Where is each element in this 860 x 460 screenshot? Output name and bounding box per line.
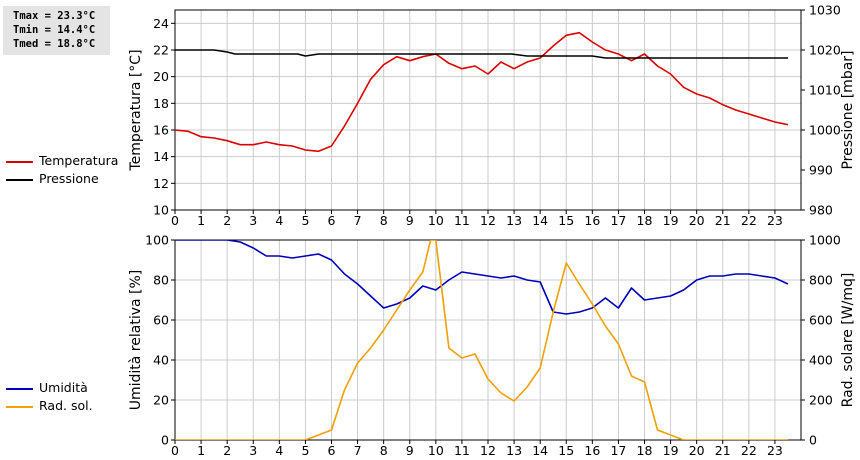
legend-swatch-radsol xyxy=(6,406,33,408)
bottom-xtick-label-4: 4 xyxy=(275,443,283,458)
bottom-xtick-label-0: 0 xyxy=(171,443,179,458)
bottom-xtick-label-10: 10 xyxy=(428,443,444,458)
top-xtick-label-12: 12 xyxy=(480,213,496,228)
top-xtick-label-10: 10 xyxy=(428,213,444,228)
legend-swatch-umidita xyxy=(6,388,33,390)
bottom-y2tick-label-800: 800 xyxy=(809,273,833,288)
bottom-xtick-label-22: 22 xyxy=(741,443,757,458)
top-y2tick-label-1010: 1010 xyxy=(809,83,841,98)
top-xtick-label-17: 17 xyxy=(610,213,626,228)
bottom-xtick-label-15: 15 xyxy=(558,443,574,458)
top-xtick-label-22: 22 xyxy=(741,213,757,228)
bottom-y2tick-label-600: 600 xyxy=(809,313,833,328)
bottom-xtick-label-16: 16 xyxy=(584,443,600,458)
bottom-ylabel: Umidità relativa [%] xyxy=(128,270,144,411)
bottom-xtick-label-2: 2 xyxy=(223,443,231,458)
top-xtick-label-13: 13 xyxy=(506,213,522,228)
top-xtick-label-1: 1 xyxy=(197,213,205,228)
legend-label-radsol: Rad. sol. xyxy=(39,398,93,413)
top-y2tick-label-990: 990 xyxy=(809,163,833,178)
bottom-xtick-label-9: 9 xyxy=(406,443,414,458)
bottom-series-0-line xyxy=(175,240,789,315)
bottom-xtick-label-5: 5 xyxy=(301,443,309,458)
top-xtick-label-23: 23 xyxy=(767,213,783,228)
bottom-ytick-label-80: 80 xyxy=(153,273,169,288)
top-xtick-label-15: 15 xyxy=(558,213,574,228)
bottom-y2tick-label-0: 0 xyxy=(809,433,817,448)
bottom-ytick-label-60: 60 xyxy=(153,313,169,328)
top-xtick-label-6: 6 xyxy=(328,213,336,228)
tmin-label: Tmin = 14.4°C xyxy=(13,24,96,36)
tmax-label: Tmax = 23.3°C xyxy=(13,10,96,22)
top-series-1-line xyxy=(175,49,788,59)
top-ytick-label-24: 24 xyxy=(153,16,169,31)
top-xtick-label-0: 0 xyxy=(171,213,179,228)
bottom-y2label: Rad. solare [W/mq] xyxy=(840,273,856,408)
bottom-xtick-label-21: 21 xyxy=(715,443,731,458)
bottom-xtick-label-19: 19 xyxy=(663,443,679,458)
top-xtick-label-14: 14 xyxy=(532,213,548,228)
top-xtick-label-2: 2 xyxy=(223,213,231,228)
bottom-xtick-label-18: 18 xyxy=(637,443,653,458)
tmed-label: Tmed = 18.8°C xyxy=(13,38,96,50)
bottom-xtick-label-11: 11 xyxy=(454,443,470,458)
top-ytick-label-10: 10 xyxy=(153,203,169,218)
top-xtick-label-21: 21 xyxy=(715,213,731,228)
stats-box: Tmax = 23.3°C Tmin = 14.4°C Tmed = 18.8°… xyxy=(3,6,110,55)
top-y2tick-label-1000: 1000 xyxy=(809,123,841,138)
top-y2label: Pressione [mbar] xyxy=(840,50,856,169)
bottom-xtick-label-8: 8 xyxy=(380,443,388,458)
legend-label-pressione: Pressione xyxy=(39,171,99,186)
top-xtick-label-7: 7 xyxy=(354,213,362,228)
top-xtick-label-19: 19 xyxy=(663,213,679,228)
top-ytick-label-20: 20 xyxy=(153,69,169,84)
top-xtick-label-11: 11 xyxy=(454,213,470,228)
top-xtick-label-3: 3 xyxy=(249,213,257,228)
top-ytick-label-22: 22 xyxy=(153,43,169,58)
bottom-y2tick-label-1000: 1000 xyxy=(809,233,841,248)
bottom-xtick-label-1: 1 xyxy=(197,443,205,458)
top-series-0-line xyxy=(175,31,789,153)
bottom-xtick-label-17: 17 xyxy=(610,443,626,458)
bottom-plot-frame xyxy=(174,239,802,441)
top-xtick-label-18: 18 xyxy=(637,213,653,228)
top-y2tick-label-1030: 1030 xyxy=(809,3,841,18)
legend-label-umidita: Umidità xyxy=(39,380,88,395)
bottom-xtick-label-12: 12 xyxy=(480,443,496,458)
top-ytick-label-18: 18 xyxy=(153,96,169,111)
top-y2tick-label-980: 980 xyxy=(809,203,833,218)
bottom-xtick-label-13: 13 xyxy=(506,443,522,458)
top-xtick-label-8: 8 xyxy=(380,213,388,228)
legend-swatch-pressione xyxy=(6,179,33,181)
top-ytick-label-16: 16 xyxy=(153,123,169,138)
top-xtick-label-20: 20 xyxy=(689,213,705,228)
bottom-y2tick-label-400: 400 xyxy=(809,353,833,368)
top-xtick-label-16: 16 xyxy=(584,213,600,228)
bottom-series-1-line xyxy=(175,240,788,440)
bottom-xtick-label-20: 20 xyxy=(689,443,705,458)
legend-label-temperatura: Temperatura xyxy=(39,153,119,168)
top-xtick-label-5: 5 xyxy=(301,213,309,228)
bottom-ytick-label-40: 40 xyxy=(153,353,169,368)
bottom-y2tick-label-200: 200 xyxy=(809,393,833,408)
top-y2tick-label-1020: 1020 xyxy=(809,43,841,58)
bottom-ytick-label-20: 20 xyxy=(153,393,169,408)
top-plot-frame xyxy=(174,9,802,211)
bottom-xtick-label-6: 6 xyxy=(328,443,336,458)
legend-swatch-temperatura xyxy=(6,161,33,163)
bottom-xtick-label-3: 3 xyxy=(249,443,257,458)
bottom-xtick-label-14: 14 xyxy=(532,443,548,458)
top-ytick-label-14: 14 xyxy=(153,149,169,164)
bottom-xtick-label-7: 7 xyxy=(354,443,362,458)
top-ytick-label-12: 12 xyxy=(153,176,169,191)
bottom-xtick-label-23: 23 xyxy=(767,443,783,458)
top-xtick-label-4: 4 xyxy=(275,213,283,228)
top-ylabel: Temperatura [°C] xyxy=(128,49,144,171)
bottom-ytick-label-100: 100 xyxy=(145,233,169,248)
bottom-ytick-label-0: 0 xyxy=(161,433,169,448)
top-xtick-label-9: 9 xyxy=(406,213,414,228)
